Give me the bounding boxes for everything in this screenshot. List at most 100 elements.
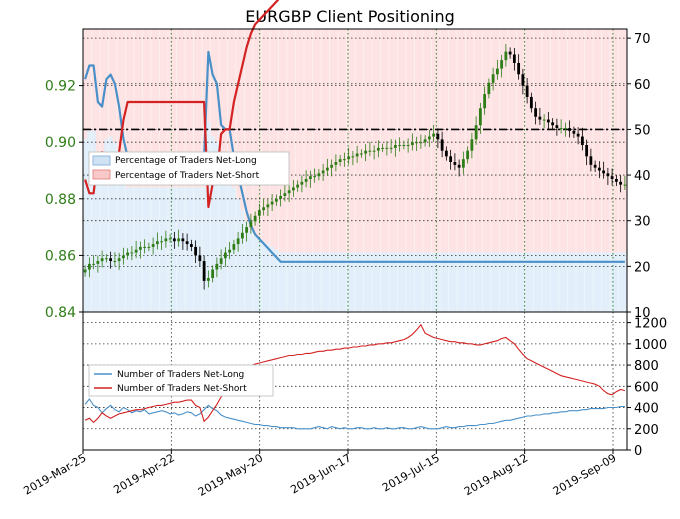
candle-body (551, 122, 555, 126)
candle-body (385, 147, 389, 149)
candle-body (143, 246, 147, 248)
short-fill-bar (83, 29, 88, 140)
long-fill-bar (478, 252, 483, 312)
candle-body (440, 139, 444, 151)
candle-body (308, 176, 312, 179)
long-fill-bar (223, 170, 228, 312)
short-fill-bar (542, 29, 547, 253)
short-fill-bar (563, 29, 568, 253)
short-fill-bar (333, 29, 339, 253)
short-fill-bar (444, 29, 449, 253)
long-fill-bar (550, 252, 556, 312)
candle-body (96, 261, 100, 264)
candle-body (585, 145, 589, 157)
legend-traders: Number of Traders Net-Long Number of Tra… (88, 364, 274, 397)
candle-body (364, 150, 368, 154)
candle-body (614, 178, 618, 182)
long-fill-bar (380, 252, 386, 312)
candle-body (223, 252, 227, 259)
long-fill-bar (580, 252, 585, 312)
long-fill-bar (584, 252, 590, 312)
candle-body (291, 187, 295, 191)
candle-body (262, 207, 266, 211)
long-fill-bar (265, 244, 271, 312)
candle-body (313, 176, 317, 178)
short-fill-bar (614, 29, 619, 253)
candle-body (317, 173, 321, 177)
long-fill-bar (461, 252, 466, 312)
short-fill-bar (163, 29, 169, 188)
price-tick-label: 0.86 (45, 248, 76, 264)
long-fill-bar (491, 252, 496, 312)
long-fill-bar (435, 252, 441, 312)
long-fill-bar (393, 252, 398, 312)
short-fill-bar (159, 29, 165, 188)
long-fill-bar (614, 252, 619, 312)
long-fill-bar (261, 241, 267, 312)
short-fill-bar (346, 29, 352, 253)
candle-body (177, 238, 181, 242)
candle-body (483, 94, 487, 109)
candle-body (138, 246, 142, 250)
short-fill-bar (537, 29, 543, 253)
candle-body (342, 159, 346, 161)
short-fill-bar (227, 29, 233, 171)
price-tick-label: 0.84 (45, 305, 76, 321)
short-fill-bar (338, 29, 343, 253)
candle-body (236, 238, 240, 245)
short-fill-bar (155, 29, 160, 188)
short-fill-bar (134, 29, 139, 188)
short-fill-bar (299, 29, 305, 253)
candle-body (355, 153, 359, 157)
long-fill-bar (87, 130, 92, 312)
short-fill-bar (512, 29, 517, 253)
legend-percent: Percentage of Traders Net-Long Percentag… (88, 151, 290, 186)
candle-body (151, 244, 155, 247)
candle-body (376, 147, 380, 151)
candle-body (495, 68, 499, 75)
short-fill-bar (253, 29, 258, 236)
candle-body (580, 136, 584, 146)
short-fill-bar (146, 29, 152, 188)
short-fill-bar (291, 29, 296, 253)
long-fill-bar (423, 252, 428, 312)
short-fill-bar (622, 29, 628, 253)
candle-body (423, 139, 427, 143)
candle-body (568, 128, 572, 131)
short-fill-bar (197, 29, 203, 188)
long-fill-bar (367, 252, 373, 312)
candle-body (563, 128, 567, 130)
long-fill-bar (389, 252, 394, 312)
long-fill-bar (622, 252, 628, 312)
long-fill-bar (206, 122, 211, 312)
short-fill-bar (546, 29, 551, 253)
legend-traders-short-label: Number of Traders Net-Short (117, 384, 247, 394)
candle-body (189, 244, 193, 247)
short-fill-bar (363, 29, 369, 253)
long-fill-bar (474, 252, 479, 312)
short-fill-bar (508, 29, 513, 253)
long-fill-bar (440, 252, 445, 312)
candle-body (427, 136, 431, 140)
long-fill-bar (610, 252, 615, 312)
short-fill-bar (95, 29, 101, 154)
long-fill-bar (503, 252, 509, 312)
candle-body (134, 249, 138, 253)
candle-body (546, 119, 550, 123)
candle-body (449, 156, 453, 163)
price-tick-label: 0.92 (45, 79, 76, 95)
long-fill-bar (533, 252, 539, 312)
long-fill-bar (117, 156, 122, 312)
long-fill-bar (448, 252, 454, 312)
chart-title: EURGBP Client Positioning (245, 7, 455, 26)
candle-body (249, 221, 253, 228)
short-fill-bar (304, 29, 309, 253)
short-fill-bar (520, 29, 526, 253)
long-fill-bar (384, 252, 390, 312)
long-fill-bar (601, 252, 607, 312)
candle-body (160, 241, 164, 243)
candle-body (606, 173, 610, 177)
long-fill-bar (321, 252, 326, 312)
short-fill-bar (380, 29, 386, 253)
long-fill-bar (537, 252, 543, 312)
